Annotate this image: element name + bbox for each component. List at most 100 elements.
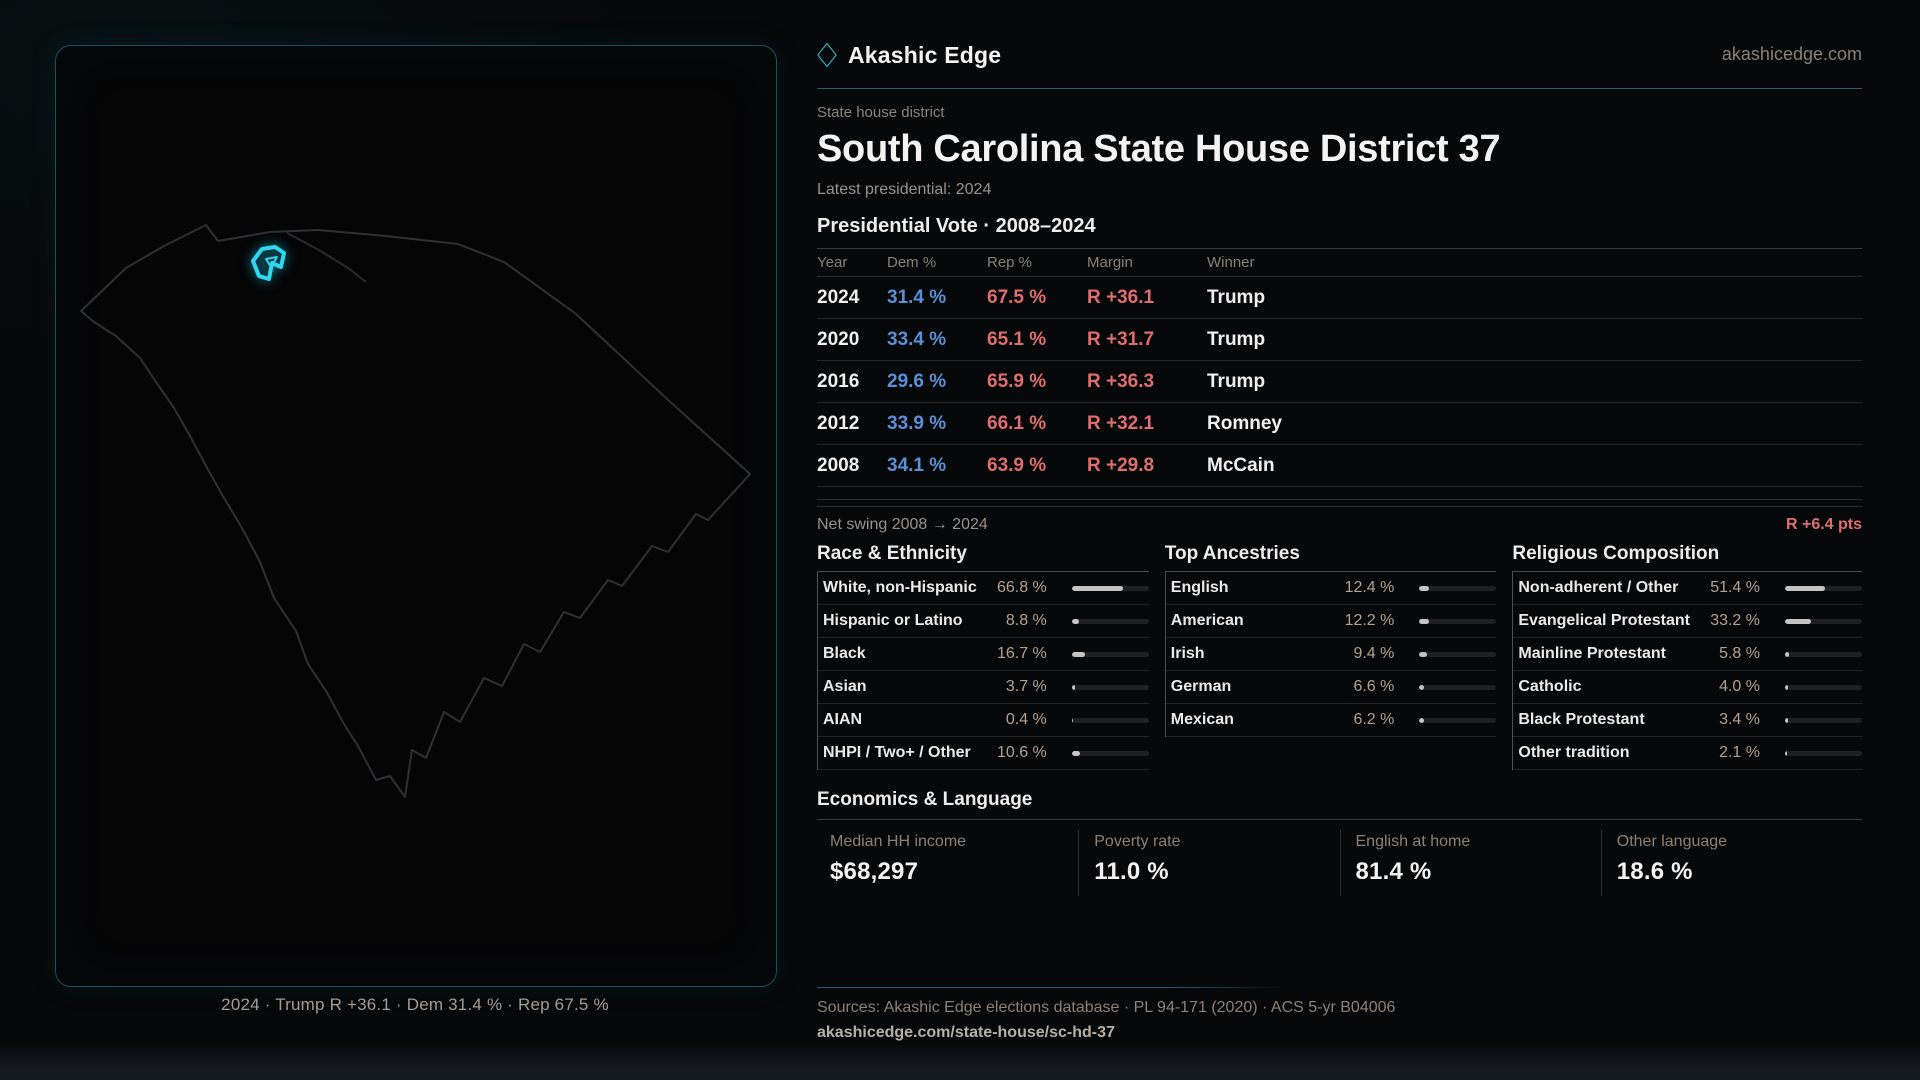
net-swing-label: Net swing 2008 → 2024 xyxy=(817,516,988,533)
boundary-line xyxy=(286,232,367,283)
bar-track xyxy=(1071,717,1149,723)
demographics-grid: Race & Ethnicity White, non-Hispanic 66.8 … xyxy=(817,543,1862,770)
bar-row: Mexican 6.2 % xyxy=(1165,704,1497,737)
bar-value: 3.4 % xyxy=(1719,711,1760,728)
section-heading: Race & Ethnicity xyxy=(817,543,967,564)
economics-divider xyxy=(817,819,1862,820)
bar-value: 51.4 % xyxy=(1710,579,1760,596)
bar-list: White, non-Hispanic 66.8 % Hispanic or Lat… xyxy=(817,571,1149,770)
bar-fill xyxy=(1419,651,1427,657)
stat-block: Other language 18.6 % xyxy=(1600,830,1862,896)
district-type-kicker: State house district xyxy=(817,104,945,121)
bar-track xyxy=(1785,585,1862,591)
bar-track xyxy=(1071,651,1149,657)
bar-label: English xyxy=(1170,579,1229,596)
bar-value: 16.7 % xyxy=(996,645,1047,662)
bar-track xyxy=(1419,651,1497,657)
bar-track xyxy=(1419,717,1497,723)
diamond-icon xyxy=(817,42,837,68)
net-swing-value: R +6.4 pts xyxy=(1785,516,1862,533)
bar-value: 12.2 % xyxy=(1344,612,1395,629)
section-heading: Religious Composition xyxy=(1512,543,1720,564)
brand-name: Akashic Edge xyxy=(848,41,1002,68)
stat-block: Poverty rate 11.0 % xyxy=(1078,830,1339,896)
bar-label: Irish xyxy=(1170,645,1205,662)
bar-row: Asian 3.7 % xyxy=(818,671,1149,704)
permalink[interactable]: akashicedge.com/state-house/sc-hd-37 xyxy=(817,1024,1115,1041)
bar-track xyxy=(1785,717,1862,723)
bar-value: 5.8 % xyxy=(1719,645,1760,662)
bar-fill xyxy=(1785,684,1789,690)
cell-rep-pct: 65.1 % xyxy=(987,328,1047,350)
bar-fill xyxy=(1785,750,1787,756)
net-swing-row: Net swing 2008 → 2024 R +6.4 pts xyxy=(817,507,1862,534)
cell-rep-pct: 65.9 % xyxy=(987,370,1047,392)
demographics-column: Race & Ethnicity White, non-Hispanic 66.8 … xyxy=(817,543,1149,770)
district-map-panel xyxy=(55,45,777,987)
bar-track xyxy=(1785,618,1862,624)
bar-fill xyxy=(1785,585,1825,591)
bar-value: 6.6 % xyxy=(1353,678,1395,695)
bar-fill xyxy=(1785,717,1788,723)
cell-rep-pct: 63.9 % xyxy=(987,454,1047,476)
bar-track xyxy=(1071,750,1149,756)
cell-year: 2020 xyxy=(817,328,860,350)
bar-value: 4.0 % xyxy=(1719,678,1760,695)
bar-track xyxy=(1785,684,1862,690)
bar-track xyxy=(1419,684,1497,690)
table-row: 2016 29.6 % 65.9 % R +36.3 Trump xyxy=(817,361,1862,403)
cell-dem-pct: 31.4 % xyxy=(887,286,947,308)
bar-value: 2.1 % xyxy=(1719,744,1760,761)
cell-margin: R +32.1 xyxy=(1087,412,1155,434)
vote-rows: 2024 31.4 % 67.5 % R +36.1 Trump 2020 33.4 % 65… xyxy=(817,277,1862,487)
latest-presidential-note: Latest presidential: 2024 xyxy=(817,181,992,198)
stat-block: English at home 81.4 % xyxy=(1339,830,1601,896)
cell-dem-pct: 33.9 % xyxy=(887,412,947,434)
cell-winner: Trump xyxy=(1207,286,1266,308)
bar-value: 10.6 % xyxy=(996,744,1047,761)
bar-value: 9.4 % xyxy=(1353,645,1395,662)
bar-row: White, non-Hispanic 66.8 % xyxy=(818,572,1149,605)
bottom-strip xyxy=(0,1042,1920,1080)
bar-value: 12.4 % xyxy=(1344,579,1395,596)
bar-track xyxy=(1419,585,1497,591)
bar-fill xyxy=(1419,618,1429,624)
bar-track xyxy=(1071,585,1149,591)
economics-heading: Economics & Language xyxy=(817,789,1033,810)
bar-label: Other tradition xyxy=(1518,744,1630,761)
demographics-column: Religious Composition Non-adherent / Othe… xyxy=(1512,543,1862,770)
bar-label: American xyxy=(1170,612,1244,629)
bar-row: American 12.2 % xyxy=(1165,605,1497,638)
bar-track xyxy=(1419,618,1497,624)
bar-label: Non-adherent / Other xyxy=(1518,579,1679,596)
column-header-winner: Winner xyxy=(1207,254,1255,271)
bar-list: Non-adherent / Other 51.4 % Evangelical Pr… xyxy=(1512,571,1862,770)
cell-dem-pct: 33.4 % xyxy=(887,328,947,350)
cell-winner: Trump xyxy=(1207,370,1266,392)
stat-label: Other language xyxy=(1616,833,1728,850)
column-header-year: Year xyxy=(817,254,848,271)
brand-domain-link[interactable]: akashicedge.com xyxy=(1721,44,1862,64)
south-carolina-outline xyxy=(80,224,751,798)
bar-row: Black 16.7 % xyxy=(818,638,1149,671)
table-bottom-rule xyxy=(817,499,1862,507)
bar-label: Hispanic or Latino xyxy=(823,612,963,629)
bar-label: German xyxy=(1170,678,1232,695)
table-row: 2024 31.4 % 67.5 % R +36.1 Trump xyxy=(817,277,1862,319)
cell-year: 2024 xyxy=(817,286,860,308)
bar-label: AIAN xyxy=(823,711,863,728)
bar-label: Mexican xyxy=(1170,711,1234,728)
map-caption: 2024 · Trump R +36.1 · Dem 31.4 % · Rep … xyxy=(221,995,609,1014)
stat-value: 18.6 % xyxy=(1616,858,1693,885)
table-row: 2008 34.1 % 63.9 % R +29.8 McCain xyxy=(817,445,1862,487)
section-heading: Top Ancestries xyxy=(1164,543,1300,564)
district-37-highlight xyxy=(251,245,286,281)
demographics-column: Top Ancestries English 12.4 % American 12.2 … xyxy=(1164,543,1497,770)
table-top-divider xyxy=(817,248,1862,249)
bar-value: 6.2 % xyxy=(1353,711,1395,728)
bar-row: German 6.6 % xyxy=(1165,671,1497,704)
bar-fill xyxy=(1419,585,1429,591)
bar-value: 0.4 % xyxy=(1005,711,1047,728)
stat-value: 11.0 % xyxy=(1094,858,1169,885)
header-divider xyxy=(817,88,1862,89)
